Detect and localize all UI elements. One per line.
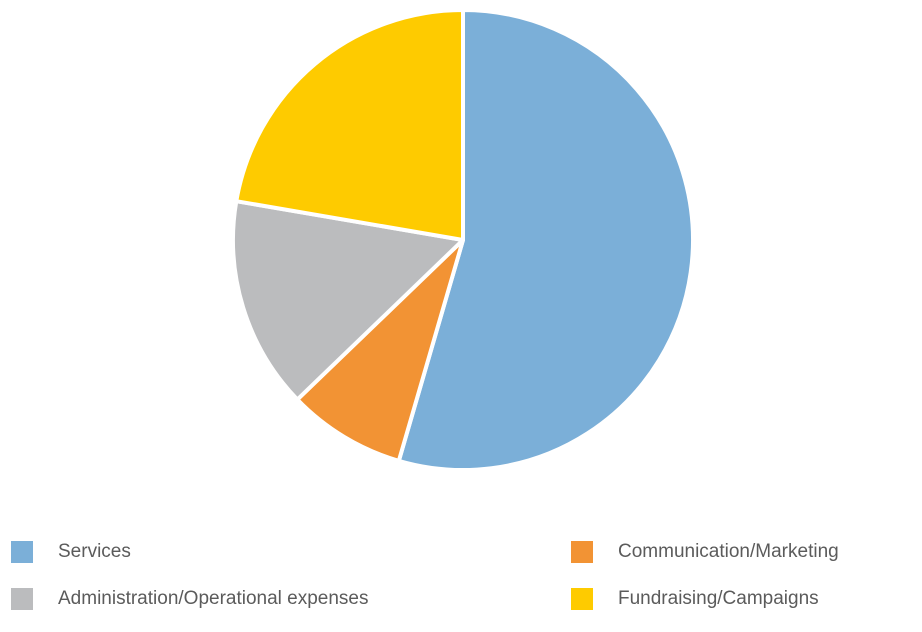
legend-swatch-administration-operational-expenses xyxy=(11,588,33,610)
legend-item-fundraising-campaigns: Fundraising/Campaigns xyxy=(571,587,819,611)
pie-slice-fundraising-campaigns xyxy=(234,8,465,242)
pie-slices xyxy=(231,8,695,472)
legend-label-administration-operational-expenses: Administration/Operational expenses xyxy=(58,588,369,609)
legend-swatch-fundraising-campaigns xyxy=(571,588,593,610)
legend-swatch-services xyxy=(11,541,33,563)
pie-slice-communication-marketing xyxy=(295,238,465,463)
legend-label-fundraising-campaigns: Fundraising/Campaigns xyxy=(618,588,819,609)
legend-label-services: Services xyxy=(58,541,131,562)
legend-swatch-communication-marketing xyxy=(571,541,593,563)
legend-item-communication-marketing: Communication/Marketing xyxy=(571,540,839,564)
pie-slice-administration-operational-expenses xyxy=(231,199,465,402)
legend-item-administration-operational-expenses: Administration/Operational expenses xyxy=(11,587,369,611)
pie-slice-services xyxy=(396,8,695,472)
legend-item-services: Services xyxy=(11,540,131,564)
legend-label-communication-marketing: Communication/Marketing xyxy=(618,541,839,562)
